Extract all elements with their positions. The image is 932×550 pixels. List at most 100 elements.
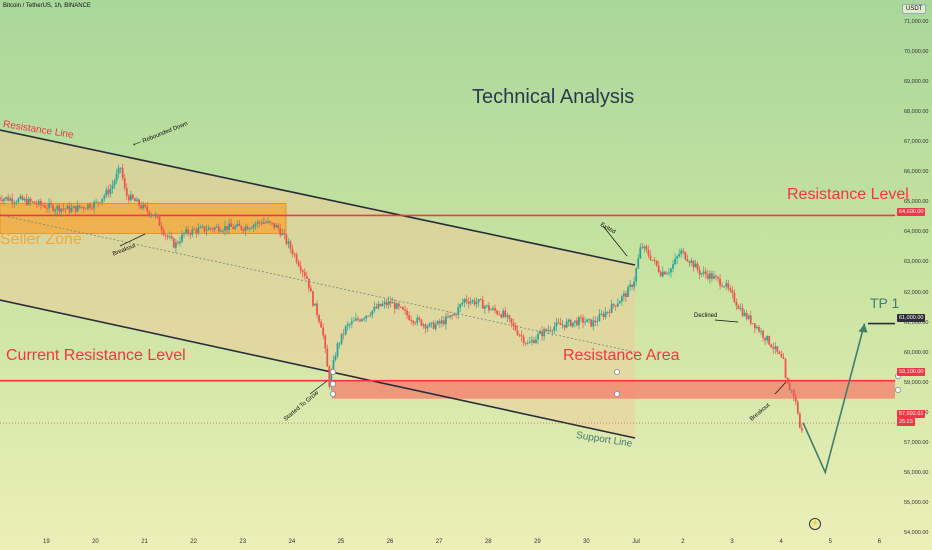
- candle-body-225: [457, 307, 460, 315]
- candle-body-263: [535, 339, 537, 344]
- time-axis[interactable]: 19 20 21 22 23 24 25 26 27 28 29 30 Jul 2 3 4 5 6: [0, 534, 932, 550]
- candle-body-311: [633, 281, 636, 287]
- candle-body-153: [310, 288, 312, 292]
- candle-body-358: [729, 288, 732, 290]
- candle-body-131: [265, 222, 267, 223]
- candle-body-80: [160, 225, 163, 231]
- candle-body-231: [469, 301, 472, 304]
- candle-body-291: [592, 320, 595, 327]
- candle-body-246: [500, 314, 503, 318]
- candle-body-160: [324, 335, 327, 349]
- candle-body-337: [686, 259, 689, 262]
- candle-body-295: [600, 314, 603, 315]
- candle-body-36: [70, 208, 73, 212]
- candle-body-363: [739, 308, 742, 309]
- candle-body-304: [618, 301, 621, 304]
- candle-body-264: [537, 333, 539, 340]
- price-scale[interactable]: USDT 54,000.00 55,000.00 56,000.00 57,000.0…: [895, 0, 932, 536]
- candle-body-133: [269, 221, 271, 223]
- candle-body-306: [623, 293, 625, 297]
- candle-body-393: [801, 427, 803, 431]
- candle-body-230: [467, 301, 470, 304]
- breakout-arrow-2: [774, 381, 787, 395]
- x-tick-label: 5: [828, 539, 832, 545]
- candle-body-250: [508, 315, 511, 319]
- candle-body-352: [717, 276, 719, 279]
- candle-body-288: [586, 319, 588, 323]
- candle-body-21: [39, 200, 42, 205]
- candle-body-391: [796, 401, 799, 414]
- candle-body-4: [5, 197, 7, 199]
- candle-body-206: [418, 317, 421, 320]
- support-channel-line: [0, 299, 636, 439]
- candle-body-92: [185, 229, 188, 234]
- candle-body-330: [672, 264, 674, 269]
- candle-body-148: [299, 265, 302, 271]
- lightning-icon[interactable]: ⚡: [809, 518, 821, 530]
- candle-body-276: [561, 324, 564, 326]
- candle-body-76: [152, 215, 155, 216]
- candle-body-392: [798, 413, 801, 428]
- candle-body-376: [766, 335, 769, 341]
- candle-body-208: [422, 324, 425, 326]
- candle-body-49: [97, 201, 100, 203]
- candle-body-309: [629, 284, 631, 288]
- currency-label[interactable]: USDT: [902, 4, 927, 14]
- candle-body-116: [234, 226, 237, 229]
- candle-body-199: [404, 309, 406, 311]
- candle-body-156: [316, 303, 318, 316]
- candle-body-287: [584, 322, 586, 323]
- candle-body-40: [78, 205, 81, 208]
- candle-body-150: [303, 272, 306, 277]
- candle-body-283: [575, 320, 578, 326]
- candle-body-64: [127, 195, 130, 201]
- x-tick-label: 29: [534, 539, 541, 545]
- candle-body-63: [125, 187, 128, 196]
- candle-body-34: [66, 205, 69, 209]
- candle-body-95: [191, 229, 194, 235]
- candle-body-78: [156, 214, 159, 217]
- candle-body-191: [387, 301, 390, 305]
- candle-body-59: [117, 167, 120, 174]
- candle-body-257: [522, 336, 525, 343]
- candle-body-313: [637, 258, 640, 269]
- candle-body-361: [735, 301, 738, 306]
- y-tick-label: 63,000.00: [904, 259, 929, 266]
- candle-body-321: [653, 260, 656, 261]
- candle-body-301: [612, 303, 615, 306]
- candle-body-30: [58, 205, 61, 212]
- candle-body-74: [148, 211, 151, 216]
- candle-body-300: [610, 303, 613, 313]
- candle-body-290: [590, 319, 593, 327]
- candle-body-196: [397, 303, 400, 307]
- resistance-level-label: Resistance Level: [787, 186, 909, 203]
- candle-body-320: [651, 259, 654, 261]
- x-tick-label: 26: [386, 539, 394, 545]
- candle-body-139: [281, 233, 284, 236]
- candle-body-7: [11, 198, 14, 203]
- candle-body-72: [144, 204, 147, 207]
- candle-body-189: [383, 302, 386, 304]
- candle-body-286: [582, 317, 584, 323]
- y-tick-label: 64,000.00: [904, 229, 929, 236]
- candle-body-346: [704, 271, 707, 275]
- candle-body-218: [442, 320, 445, 325]
- candle-body-293: [596, 321, 599, 323]
- candle-body-173: [350, 321, 353, 325]
- candle-body-289: [588, 319, 591, 321]
- candle-body-201: [408, 315, 411, 320]
- candle-body-113: [228, 223, 230, 231]
- candle-body-354: [721, 285, 724, 287]
- candle-body-210: [426, 326, 429, 329]
- candle-body-35: [68, 205, 71, 212]
- y-tick-label: 55,000.00: [904, 499, 929, 506]
- candle-body-328: [668, 272, 670, 274]
- candle-body-11: [19, 196, 22, 199]
- candle-body-216: [438, 320, 441, 324]
- candle-body-386: [786, 377, 789, 384]
- candle-body-37: [72, 206, 75, 209]
- candle-body-341: [694, 263, 697, 268]
- candle-body-224: [455, 314, 458, 316]
- y-tick-label: 65,000.00: [904, 199, 929, 206]
